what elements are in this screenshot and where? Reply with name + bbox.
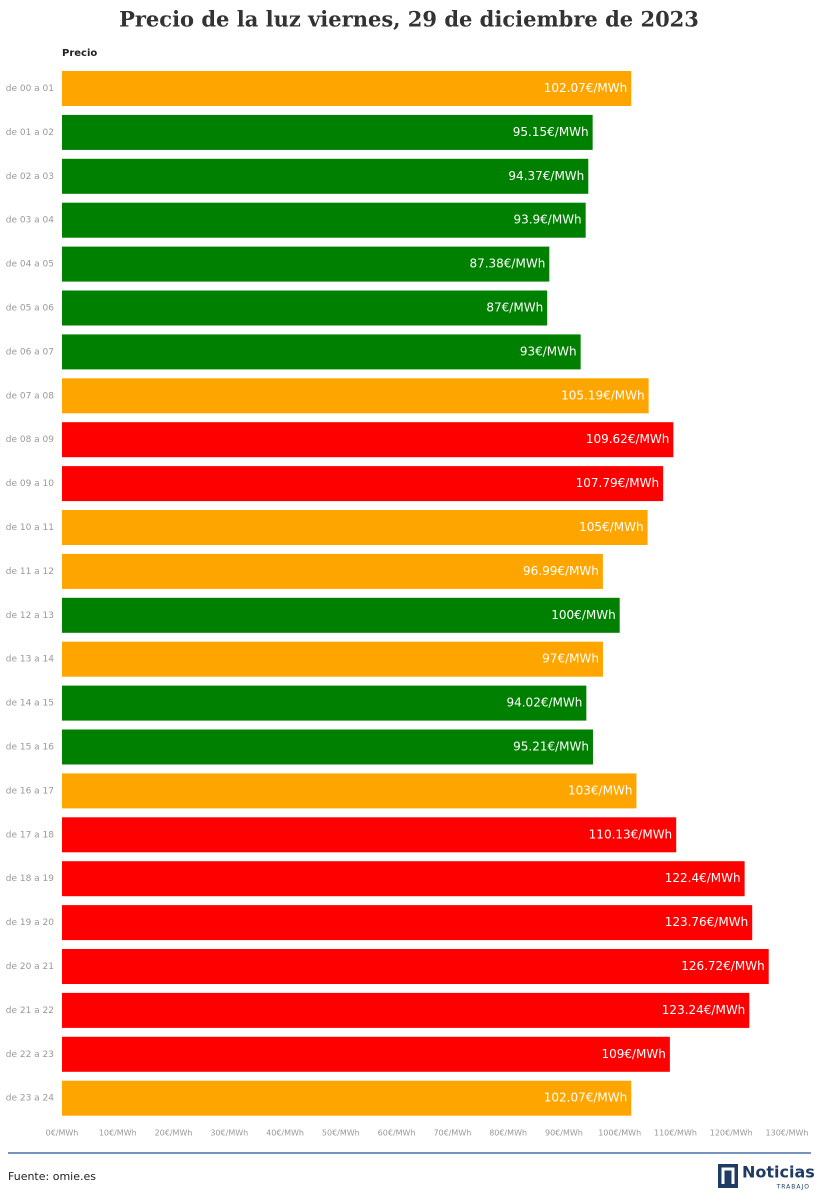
y-tick-label: de 15 a 16 bbox=[6, 743, 55, 753]
bar bbox=[62, 1036, 670, 1072]
y-tick-label: de 22 a 23 bbox=[6, 1050, 54, 1060]
y-tick-label: de 08 a 09 bbox=[6, 435, 55, 445]
bar bbox=[62, 992, 750, 1028]
value-label: 93.9€/MWh bbox=[513, 213, 581, 227]
y-tick-label: de 04 a 05 bbox=[6, 260, 54, 270]
value-label: 110.13€/MWh bbox=[589, 827, 673, 841]
bar bbox=[62, 1080, 632, 1116]
value-label: 94.02€/MWh bbox=[506, 696, 582, 710]
value-label: 102.07€/MWh bbox=[544, 81, 628, 95]
x-tick-label: 70€/MWh bbox=[433, 1129, 471, 1138]
x-tick-label: 20€/MWh bbox=[155, 1129, 193, 1138]
bar bbox=[62, 466, 664, 502]
value-label: 87.38€/MWh bbox=[469, 257, 545, 271]
bar bbox=[62, 641, 603, 677]
value-label: 97€/MWh bbox=[542, 652, 599, 666]
bar bbox=[62, 378, 649, 414]
y-tick-label: de 19 a 20 bbox=[6, 918, 55, 928]
x-tick-label: 110€/MWh bbox=[654, 1129, 697, 1138]
x-tick-label: 60€/MWh bbox=[378, 1129, 416, 1138]
y-tick-label: de 01 a 02 bbox=[6, 128, 54, 138]
y-tick-label: de 23 a 24 bbox=[6, 1094, 55, 1104]
bar bbox=[62, 729, 593, 765]
bar bbox=[62, 71, 632, 106]
bar bbox=[62, 510, 648, 545]
y-tick-label: de 10 a 11 bbox=[6, 523, 54, 533]
x-tick-label: 90€/MWh bbox=[545, 1129, 583, 1138]
y-tick-label: de 17 a 18 bbox=[6, 830, 55, 840]
y-tick-label: de 11 a 12 bbox=[6, 567, 54, 577]
bar bbox=[62, 861, 745, 897]
bar bbox=[62, 290, 548, 326]
value-label: 126.72€/MWh bbox=[681, 959, 765, 973]
bar bbox=[62, 905, 753, 941]
value-label: 94.37€/MWh bbox=[508, 169, 584, 183]
brand-icon-n bbox=[721, 1167, 735, 1184]
x-tick-label: 120€/MWh bbox=[710, 1129, 753, 1138]
y-tick-label: de 13 a 14 bbox=[6, 655, 55, 665]
bar bbox=[62, 597, 620, 633]
value-label: 102.07€/MWh bbox=[544, 1091, 628, 1105]
chart-title: Precio de la luz viernes, 29 de diciembr… bbox=[119, 7, 699, 32]
y-tick-label: de 09 a 10 bbox=[6, 479, 55, 489]
value-label: 122.4€/MWh bbox=[665, 871, 741, 885]
bar bbox=[62, 949, 769, 984]
value-label: 87€/MWh bbox=[486, 301, 543, 315]
x-tick-label: 50€/MWh bbox=[322, 1129, 360, 1138]
brand: Noticias bbox=[742, 1163, 815, 1182]
x-tick-label: 40€/MWh bbox=[266, 1129, 304, 1138]
y-tick-label: de 12 a 13 bbox=[6, 611, 54, 621]
y-tick-label: de 00 a 01 bbox=[6, 84, 54, 94]
bar bbox=[62, 773, 637, 809]
bar bbox=[62, 246, 550, 282]
x-tick-label: 30€/MWh bbox=[210, 1129, 248, 1138]
value-label: 95.15€/MWh bbox=[513, 125, 589, 139]
value-label: 107.79€/MWh bbox=[576, 476, 660, 490]
y-tick-label: de 20 a 21 bbox=[6, 962, 54, 972]
value-label: 123.76€/MWh bbox=[665, 915, 749, 929]
y-tick-label: de 18 a 19 bbox=[6, 874, 55, 884]
x-tick-label: 80€/MWh bbox=[489, 1129, 527, 1138]
value-label: 103€/MWh bbox=[568, 783, 632, 797]
value-label: 96.99€/MWh bbox=[523, 564, 599, 578]
y-tick-label: de 02 a 03 bbox=[6, 172, 54, 182]
x-tick-label: 130€/MWh bbox=[766, 1129, 809, 1138]
x-tick-label: 0€/MWh bbox=[46, 1129, 79, 1138]
value-label: 93€/MWh bbox=[520, 344, 577, 358]
bar bbox=[62, 817, 677, 853]
bar bbox=[62, 422, 674, 458]
y-tick-label: de 16 a 17 bbox=[6, 786, 54, 796]
value-label: 95.21€/MWh bbox=[513, 740, 589, 754]
bar bbox=[62, 114, 593, 150]
x-tick-label: 10€/MWh bbox=[99, 1129, 137, 1138]
y-tick-label: de 14 a 15 bbox=[6, 699, 54, 709]
brand-sub: TRABAJO bbox=[776, 1184, 810, 1191]
value-label: 109€/MWh bbox=[601, 1047, 665, 1061]
value-label: 109.62€/MWh bbox=[586, 432, 670, 446]
source: Fuente: omie.es bbox=[8, 1170, 96, 1183]
bar bbox=[62, 553, 603, 589]
y-tick-label: de 05 a 06 bbox=[6, 304, 55, 314]
bar bbox=[62, 334, 581, 370]
bar bbox=[62, 158, 589, 194]
bar bbox=[62, 685, 587, 721]
value-label: 105€/MWh bbox=[579, 520, 643, 534]
bar bbox=[62, 202, 586, 238]
y-tick-label: de 07 a 08 bbox=[6, 391, 55, 401]
y-tick-label: de 21 a 22 bbox=[6, 1006, 54, 1016]
y-tick-label: de 06 a 07 bbox=[6, 347, 54, 357]
value-label: 123.24€/MWh bbox=[662, 1003, 746, 1017]
value-header: Precio bbox=[62, 48, 97, 59]
value-label: 105.19€/MWh bbox=[561, 388, 645, 402]
y-tick-label: de 03 a 04 bbox=[6, 216, 55, 226]
value-label: 100€/MWh bbox=[551, 608, 615, 622]
x-tick-label: 100€/MWh bbox=[598, 1129, 641, 1138]
